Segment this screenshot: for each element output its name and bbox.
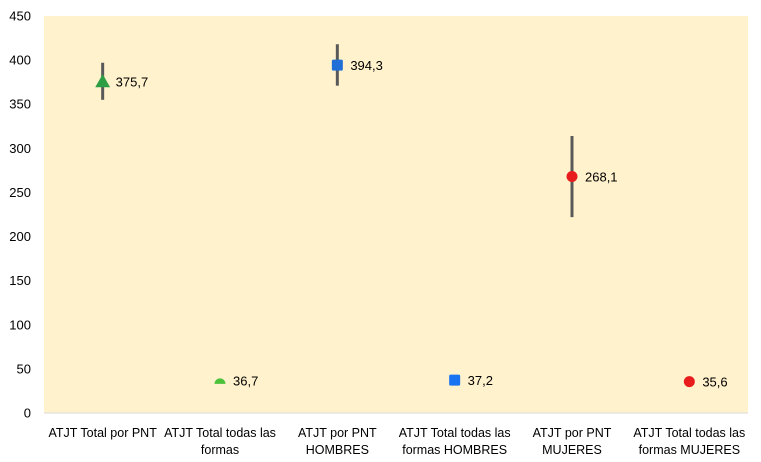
- x-category-label: ATJT Total todas las formas HOMBRES: [399, 426, 511, 457]
- data-label: 35,6: [702, 375, 727, 390]
- y-tick-label: 100: [9, 317, 31, 332]
- y-tick-label: 200: [9, 229, 31, 244]
- y-axis: 0 50 100 150 200 250 300 350 400 450: [9, 9, 31, 421]
- y-tick-label: 150: [9, 273, 31, 288]
- data-label: 268,1: [585, 169, 618, 184]
- x-category-label-line: ATJT Total todas las: [399, 426, 511, 440]
- x-category-label-line: ATJT por PNT: [533, 426, 612, 440]
- x-category-label-line: formas MUJERES: [639, 443, 740, 457]
- x-category-label-line: formas HOMBRES: [402, 443, 507, 457]
- x-category-label: ATJT por PNT HOMBRES: [298, 426, 377, 457]
- data-point-marker: [331, 59, 343, 71]
- data-point-marker: [683, 376, 695, 388]
- x-category-label-line: ATJT Total todas las: [633, 426, 745, 440]
- data-point-marker: [214, 378, 226, 384]
- data-label: 36,7: [233, 374, 258, 389]
- y-tick-label: 250: [9, 185, 31, 200]
- x-category-label-line: formas: [201, 443, 239, 457]
- y-tick-label: 450: [9, 9, 31, 24]
- data-label: 394,3: [350, 58, 383, 73]
- data-series: 375,7 36,7 394,3 37,2 268,1 35,6: [95, 44, 728, 390]
- x-axis: ATJT Total por PNT ATJT Total todas las fo…: [44, 412, 748, 457]
- plot-area: [44, 16, 748, 413]
- data-point-marker: [95, 74, 111, 88]
- x-category-label-line: MUJERES: [542, 443, 602, 457]
- x-category-label: ATJT por PNT MUJERES: [533, 426, 612, 457]
- y-tick-label: 350: [9, 97, 31, 112]
- y-tick-label: 300: [9, 141, 31, 156]
- x-category-label: ATJT Total por PNT: [48, 426, 157, 440]
- x-category-label-line: ATJT por PNT: [298, 426, 377, 440]
- data-point-marker: [449, 374, 461, 386]
- y-tick-label: 400: [9, 53, 31, 68]
- data-point-marker: [566, 170, 578, 182]
- x-category-label: ATJT Total todas las formas MUJERES: [633, 426, 745, 457]
- y-tick-label: 0: [24, 406, 31, 421]
- x-category-label-line: ATJT Total todas las: [164, 426, 276, 440]
- data-label: 37,2: [468, 373, 493, 388]
- y-tick-label: 50: [17, 361, 31, 376]
- x-category-label-line: HOMBRES: [306, 443, 369, 457]
- data-label: 375,7: [116, 75, 149, 90]
- x-category-label-line: ATJT Total por PNT: [48, 426, 157, 440]
- x-category-label: ATJT Total todas las formas: [164, 426, 276, 457]
